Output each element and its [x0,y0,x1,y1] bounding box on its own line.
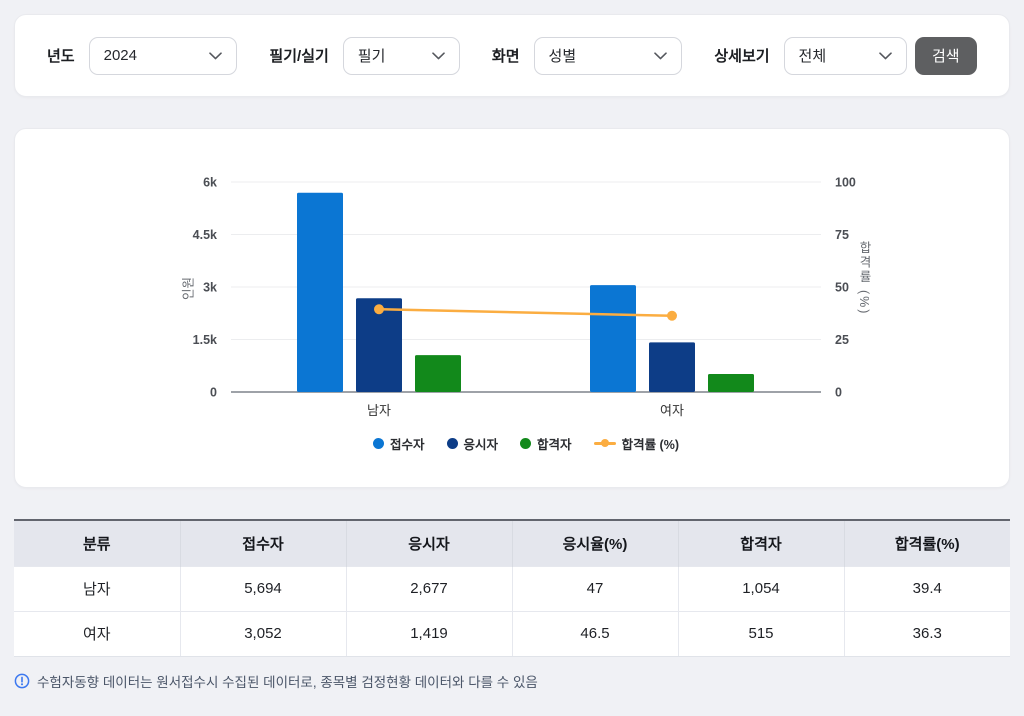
chevron-down-icon [432,51,445,60]
cell-pass-rate: 39.4 [843,565,1010,611]
right-axis-tick: 100 [835,176,856,190]
legend-dot [520,437,532,449]
year-select[interactable]: 2024 [88,36,238,75]
stats-table-wrap: 분류 접수자 응시자 응시율(%) 합격자 합격률(%) 남자 5,694 2,… [14,519,1010,657]
bar-응시자-남자[interactable] [356,298,402,392]
trend-chart-card: 0 0 1.5k 25 3k 50 4.5k 75 6k 100 남자 여자 인원 합격률 (%) 접… [14,128,1010,488]
cell-passers: 515 [677,610,844,657]
x-axis-label: 여자 [660,403,684,418]
line-합격률 (%) [378,308,673,318]
col-passers: 합격자 [677,520,844,566]
chevron-down-icon [654,51,668,60]
screen-label: 화면 [491,48,520,65]
screen-select-value: 성별 [548,48,577,65]
chart-legend: 접수자 응시자 합격자 합격률 (%) [231,432,821,454]
detail-view-select[interactable]: 전체 [783,36,907,75]
written-practical-select-value: 필기 [357,48,386,65]
screen-select[interactable]: 성별 [533,36,683,75]
data-disclaimer: 수험자동향 데이터는 원서접수시 수집된 데이터로, 종목별 검정현황 데이터와… [14,671,538,691]
legend-dot [446,437,458,449]
chevron-down-icon [209,51,223,60]
left-axis-tick: 1.5k [193,333,217,347]
cell-applicants: 3,052 [179,610,346,657]
filter-bar: 년도 2024 필기/실기 필기 화면 성별 상세보기 전체 검색 [14,14,1010,97]
cell-category: 남자 [14,565,180,611]
disclaimer-text: 수험자동향 데이터는 원서접수시 수집된 데이터로, 종목별 검정현황 데이터와… [37,675,538,690]
right-axis-tick: 75 [835,228,849,242]
detail-view-select-value: 전체 [798,48,827,65]
legend-dot [373,437,385,449]
right-axis-tick: 50 [835,281,849,295]
left-axis-title: 인원 [181,277,196,301]
bar-합격자-남자[interactable] [415,355,461,392]
written-practical-label: 필기/실기 [269,48,329,65]
cell-passers: 1,054 [677,565,844,611]
table-row: 남자 5,694 2,677 47 1,054 39.4 [14,565,1010,611]
col-pass-rate: 합격률(%) [843,520,1010,566]
info-circle-icon [14,673,30,689]
cell-category: 여자 [14,610,180,657]
bar-line-chart: 0 0 1.5k 25 3k 50 4.5k 75 6k 100 남자 여자 [193,176,856,419]
cell-applicants: 5,694 [179,565,346,611]
bar-합격자-여자[interactable] [708,373,754,392]
cell-take-rate: 47 [511,565,678,611]
bar-접수자-여자[interactable] [590,285,636,392]
right-axis-tick: 25 [835,333,849,347]
left-axis-tick: 0 [210,386,217,400]
table-row: 여자 3,052 1,419 46.5 515 36.3 [14,610,1010,657]
cell-takers: 2,677 [345,565,512,611]
right-axis-title: 합격률 (%) [857,241,871,316]
x-axis-label: 남자 [367,403,391,418]
legend-item-응시자[interactable]: 응시자 [446,434,498,453]
left-axis-tick: 3k [203,281,217,295]
year-select-value: 2024 [103,47,137,64]
chevron-down-icon [878,51,892,60]
col-applicants: 접수자 [179,520,346,566]
stats-table: 분류 접수자 응시자 응시율(%) 합격자 합격률(%) 남자 5,694 2,… [14,519,1010,657]
bar-응시자-여자[interactable] [649,342,695,392]
right-axis-tick: 0 [835,386,842,400]
legend-item-합격률 (%)[interactable]: 합격률 (%) [593,434,679,453]
cell-pass-rate: 36.3 [843,610,1010,657]
col-take-rate: 응시율(%) [511,520,678,566]
cell-takers: 1,419 [345,610,512,657]
left-axis-tick: 4.5k [193,228,217,242]
legend-line-marker [593,438,616,449]
point-합격률 (%)-여자[interactable] [667,310,677,321]
detail-view-label: 상세보기 [714,48,770,65]
cell-take-rate: 46.5 [511,610,678,657]
year-label: 년도 [47,48,75,65]
legend-item-접수자[interactable]: 접수자 [373,434,425,453]
bar-접수자-남자[interactable] [297,192,343,392]
left-axis-tick: 6k [203,176,217,190]
search-button[interactable]: 검색 [914,36,977,75]
col-category: 분류 [14,520,180,566]
written-practical-select[interactable]: 필기 [342,36,460,75]
table-header-row: 분류 접수자 응시자 응시율(%) 합격자 합격률(%) [14,520,1010,566]
legend-item-합격자[interactable]: 합격자 [520,434,572,453]
col-takers: 응시자 [345,520,512,566]
point-합격률 (%)-남자[interactable] [374,304,384,315]
